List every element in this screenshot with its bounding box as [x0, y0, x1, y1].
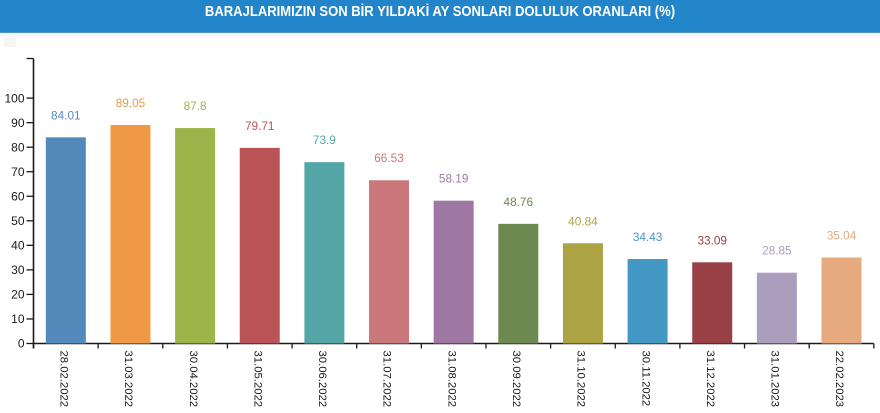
- svg-text:60: 60: [11, 189, 25, 203]
- svg-text:30.04.2022: 30.04.2022: [187, 351, 199, 408]
- svg-text:34.43: 34.43: [633, 230, 663, 244]
- svg-text:70: 70: [11, 165, 25, 179]
- svg-text:31.05.2022: 31.05.2022: [251, 351, 263, 408]
- svg-text:73.9: 73.9: [313, 133, 336, 147]
- svg-text:20: 20: [11, 288, 25, 302]
- svg-text:79.71: 79.71: [245, 119, 275, 133]
- svg-text:40.84: 40.84: [568, 214, 598, 228]
- svg-text:22.02.2023: 22.02.2023: [833, 351, 845, 408]
- svg-text:31.10.2022: 31.10.2022: [575, 351, 587, 408]
- svg-text:89.05: 89.05: [116, 96, 146, 110]
- svg-text:48.76: 48.76: [504, 195, 534, 209]
- svg-text:31.01.2023: 31.01.2023: [769, 351, 781, 408]
- svg-text:31.08.2022: 31.08.2022: [445, 351, 457, 408]
- svg-text:100: 100: [4, 91, 24, 105]
- svg-text:80: 80: [11, 140, 25, 154]
- svg-text:30.09.2022: 30.09.2022: [510, 351, 522, 408]
- svg-text:84.01: 84.01: [51, 108, 81, 122]
- svg-text:28.85: 28.85: [762, 244, 792, 258]
- svg-text:87.8: 87.8: [184, 99, 207, 113]
- svg-text:31.03.2022: 31.03.2022: [122, 351, 134, 408]
- svg-text:30.11.2022: 30.11.2022: [639, 351, 651, 407]
- svg-text:31.12.2022: 31.12.2022: [704, 351, 716, 408]
- svg-text:31.07.2022: 31.07.2022: [381, 351, 393, 408]
- svg-text:50: 50: [11, 214, 25, 228]
- svg-text:90: 90: [11, 116, 25, 130]
- svg-text:40: 40: [11, 239, 25, 253]
- svg-text:10: 10: [11, 312, 25, 326]
- svg-text:33.09: 33.09: [697, 233, 727, 247]
- svg-text:0: 0: [18, 337, 25, 351]
- svg-text:BARAJLARIMIZIN SON BİR YILDAKİ: BARAJLARIMIZIN SON BİR YILDAKİ AY SONLAR…: [205, 2, 675, 19]
- svg-text:30.06.2022: 30.06.2022: [316, 351, 328, 408]
- svg-text:28.02.2022: 28.02.2022: [58, 351, 70, 408]
- svg-text:58.19: 58.19: [439, 172, 469, 186]
- svg-text:30: 30: [11, 263, 25, 277]
- svg-text:35.04: 35.04: [827, 229, 857, 243]
- svg-text:66.53: 66.53: [374, 151, 404, 165]
